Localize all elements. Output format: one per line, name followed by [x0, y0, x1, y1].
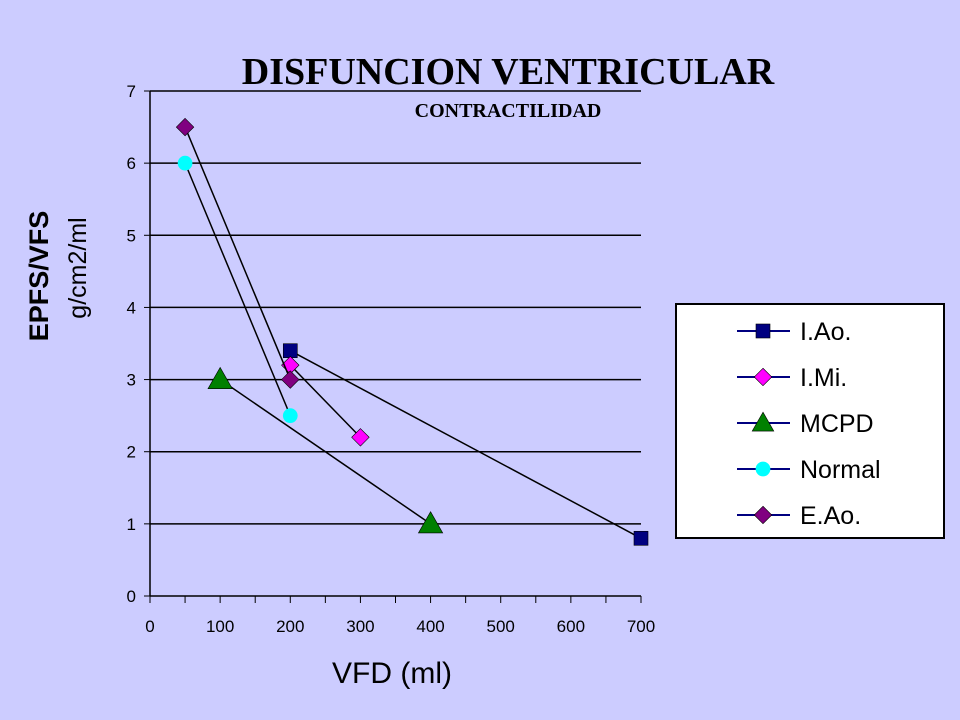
legend: I.Ao. I.Mi. MCPD Normal E.Ao.	[675, 303, 945, 539]
series-line	[184, 126, 291, 380]
data-point	[282, 408, 298, 423]
legend-marker	[753, 367, 773, 387]
data-point	[281, 370, 300, 389]
legend-label: MCPD	[800, 410, 874, 438]
legend-label: Normal	[800, 456, 881, 484]
chart-subtitle: CONTRACTILIDAD	[415, 100, 602, 122]
x-axis-label: VFD (ml)	[332, 657, 452, 690]
series-line	[184, 162, 291, 416]
y-tick-label: 7	[127, 82, 136, 101]
y-axis-label-line1: EPFS/VFS	[24, 211, 54, 342]
y-tick-label: 3	[127, 371, 136, 390]
legend-entry: I.Mi.	[737, 364, 847, 392]
legend-marker	[753, 505, 773, 525]
series-E.Ao.	[175, 117, 300, 389]
axes: 0 1 2 3 4 5 6 7 0 100 200 300 400 500 600 700	[127, 82, 656, 636]
y-axis-label-line2: g/cm2/ml	[64, 217, 92, 318]
series-MCPD	[207, 366, 444, 534]
legend-marker	[751, 411, 775, 432]
legend-entry: Normal	[737, 456, 881, 484]
legend-label: I.Ao.	[800, 318, 851, 346]
legend-label: I.Mi.	[800, 364, 847, 392]
plot-series	[175, 117, 649, 546]
x-tick-label: 700	[627, 617, 655, 636]
data-point	[351, 428, 370, 447]
y-tick-label: 4	[127, 298, 136, 317]
legend-label: E.Ao.	[800, 502, 861, 530]
legend-entry: I.Ao.	[737, 318, 851, 346]
x-tick-label: 0	[145, 617, 154, 636]
series-Normal	[177, 155, 298, 423]
legend-box	[675, 303, 945, 539]
x-tick-label: 200	[276, 617, 304, 636]
series-line	[219, 378, 431, 525]
series-I.Mi.	[281, 355, 370, 447]
legend-marker	[755, 323, 771, 339]
data-point	[207, 366, 233, 389]
x-tick-label: 500	[487, 617, 515, 636]
data-point	[282, 343, 298, 359]
y-tick-label: 1	[127, 515, 136, 534]
series-I.Ao.	[282, 343, 649, 546]
y-tick-label: 2	[127, 443, 136, 462]
x-tick-label: 300	[346, 617, 374, 636]
series-line	[289, 364, 361, 438]
x-tick-label: 100	[206, 617, 234, 636]
y-tick-label: 6	[127, 154, 136, 173]
legend-marker	[755, 461, 771, 477]
y-tick-label: 0	[127, 587, 136, 606]
data-point	[177, 155, 193, 171]
x-tick-label: 600	[557, 617, 585, 636]
data-point	[417, 511, 444, 534]
legend-entry: MCPD	[737, 410, 874, 438]
data-point	[633, 530, 649, 546]
y-tick-label: 5	[127, 226, 136, 245]
data-point	[175, 117, 195, 137]
chart-title: DISFUNCION VENTRICULAR	[242, 51, 775, 93]
gridlines	[150, 90, 641, 525]
legend-entry: E.Ao.	[737, 502, 861, 530]
series-line	[289, 350, 642, 539]
x-tick-label: 400	[416, 617, 444, 636]
